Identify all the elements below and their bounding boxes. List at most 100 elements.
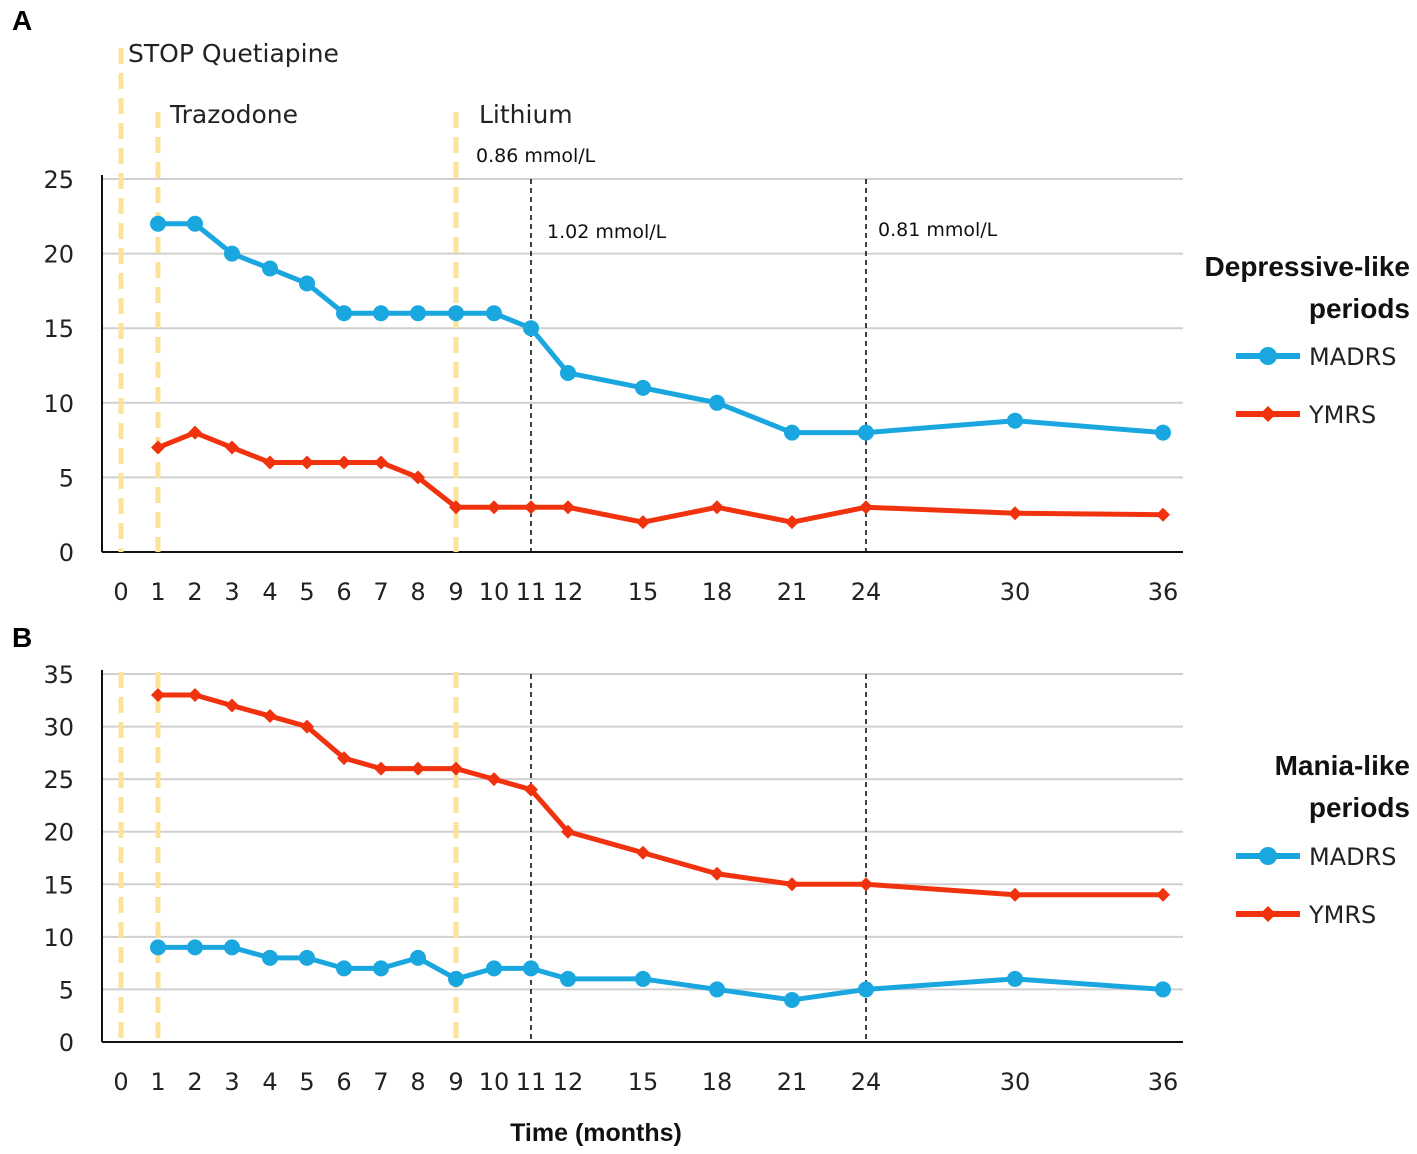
x-tick-label: 11 xyxy=(516,1068,547,1096)
data-point-madrs xyxy=(224,245,240,262)
data-point-madrs xyxy=(336,305,352,322)
y-tick-label: 20 xyxy=(43,241,74,269)
data-point-ymrs xyxy=(151,688,165,703)
x-tick-label: 10 xyxy=(479,578,510,606)
legend-label-ymrs: YMRS xyxy=(1308,901,1376,929)
x-tick-label: 5 xyxy=(299,578,314,606)
data-point-ymrs xyxy=(300,455,314,470)
x-tick-label: 21 xyxy=(777,578,808,606)
data-point-madrs xyxy=(1007,970,1023,987)
x-tick-label: 4 xyxy=(262,1068,277,1096)
x-tick-label: 30 xyxy=(1000,578,1031,606)
y-tick-label: 0 xyxy=(59,1029,74,1057)
x-tick-label: 3 xyxy=(224,578,239,606)
data-point-madrs xyxy=(187,215,203,232)
data-point-ymrs xyxy=(151,440,165,455)
x-tick-label: 11 xyxy=(516,578,547,606)
x-tick-label: 15 xyxy=(628,1068,659,1096)
data-point-ymrs xyxy=(487,772,501,787)
data-point-madrs xyxy=(709,394,725,411)
legend-title: periods xyxy=(1309,792,1410,823)
lithium-level-label: 0.81 mmol/L xyxy=(878,219,998,241)
data-point-madrs xyxy=(560,364,576,381)
data-point-ymrs xyxy=(785,515,799,530)
y-tick-label: 0 xyxy=(59,539,74,567)
treatment-label: Trazodone xyxy=(169,100,298,129)
data-point-madrs xyxy=(858,424,874,441)
data-point-ymrs xyxy=(859,877,873,892)
y-tick-label: 25 xyxy=(43,166,74,194)
x-tick-label: 6 xyxy=(336,1068,351,1096)
x-tick-label: 4 xyxy=(262,578,277,606)
x-tick-label: 12 xyxy=(553,578,584,606)
data-point-madrs xyxy=(336,960,352,977)
data-point-ymrs xyxy=(524,782,538,797)
legend-label-ymrs: YMRS xyxy=(1308,401,1376,429)
legend-marker-ymrs xyxy=(1260,406,1276,422)
treatment-label: Lithium xyxy=(479,100,573,129)
treatment-label: STOP Quetiapine xyxy=(128,39,339,68)
data-point-madrs xyxy=(299,949,315,966)
data-point-madrs xyxy=(1155,981,1171,998)
x-tick-label: 15 xyxy=(628,578,659,606)
legend-marker-madrs xyxy=(1259,347,1277,365)
data-point-ymrs xyxy=(710,866,724,881)
data-point-ymrs xyxy=(263,709,277,724)
y-tick-label: 15 xyxy=(43,315,74,343)
x-tick-label: 7 xyxy=(373,578,388,606)
data-point-madrs xyxy=(709,981,725,998)
data-point-ymrs xyxy=(524,500,538,515)
data-point-ymrs xyxy=(1008,506,1022,521)
x-tick-label: 21 xyxy=(777,1068,808,1096)
data-point-madrs xyxy=(150,215,166,232)
data-point-ymrs xyxy=(225,698,239,713)
x-tick-label: 7 xyxy=(373,1068,388,1096)
x-tick-label: 1 xyxy=(150,1068,165,1096)
data-point-ymrs xyxy=(337,455,351,470)
series-line-ymrs xyxy=(158,692,1163,898)
data-point-madrs xyxy=(262,949,278,966)
data-point-madrs xyxy=(1007,412,1023,429)
x-tick-label: 9 xyxy=(448,578,463,606)
y-tick-label: 5 xyxy=(59,464,74,492)
x-tick-label: 8 xyxy=(410,1068,425,1096)
data-point-madrs xyxy=(784,424,800,441)
data-point-madrs xyxy=(858,981,874,998)
legend: Depressive-like periods MADRS YMRS xyxy=(1205,251,1410,429)
data-point-madrs xyxy=(448,970,464,987)
data-point-ymrs xyxy=(411,470,425,485)
data-point-ymrs xyxy=(785,877,799,892)
x-tick-label: 36 xyxy=(1148,1068,1179,1096)
data-point-ymrs xyxy=(411,761,425,776)
legend-marker-ymrs xyxy=(1260,906,1276,922)
x-tick-label: 18 xyxy=(702,578,733,606)
data-point-madrs xyxy=(635,970,651,987)
data-point-madrs xyxy=(262,260,278,277)
x-tick-label: 36 xyxy=(1148,578,1179,606)
y-tick-label: 10 xyxy=(43,390,74,418)
y-tick-label: 20 xyxy=(43,819,74,847)
data-point-ymrs xyxy=(636,845,650,860)
x-tick-label: 6 xyxy=(336,578,351,606)
x-tick-label: 1 xyxy=(150,578,165,606)
y-tick-label: 30 xyxy=(43,714,74,742)
x-tick-label: 24 xyxy=(851,578,882,606)
data-point-madrs xyxy=(486,960,502,977)
data-point-ymrs xyxy=(710,500,724,515)
legend: Mania-like periods MADRS YMRS xyxy=(1236,750,1410,929)
data-point-ymrs xyxy=(561,500,575,515)
data-point-madrs xyxy=(523,320,539,337)
x-axis-label: Time (months) xyxy=(510,1119,682,1147)
data-point-ymrs xyxy=(188,688,202,703)
data-point-ymrs xyxy=(188,425,202,440)
data-point-madrs xyxy=(523,960,539,977)
y-tick-label: 10 xyxy=(43,924,74,952)
data-point-madrs xyxy=(448,305,464,322)
panel-letter: A xyxy=(12,5,32,36)
data-point-madrs xyxy=(410,305,426,322)
x-tick-label: 30 xyxy=(1000,1068,1031,1096)
x-tick-label: 18 xyxy=(702,1068,733,1096)
